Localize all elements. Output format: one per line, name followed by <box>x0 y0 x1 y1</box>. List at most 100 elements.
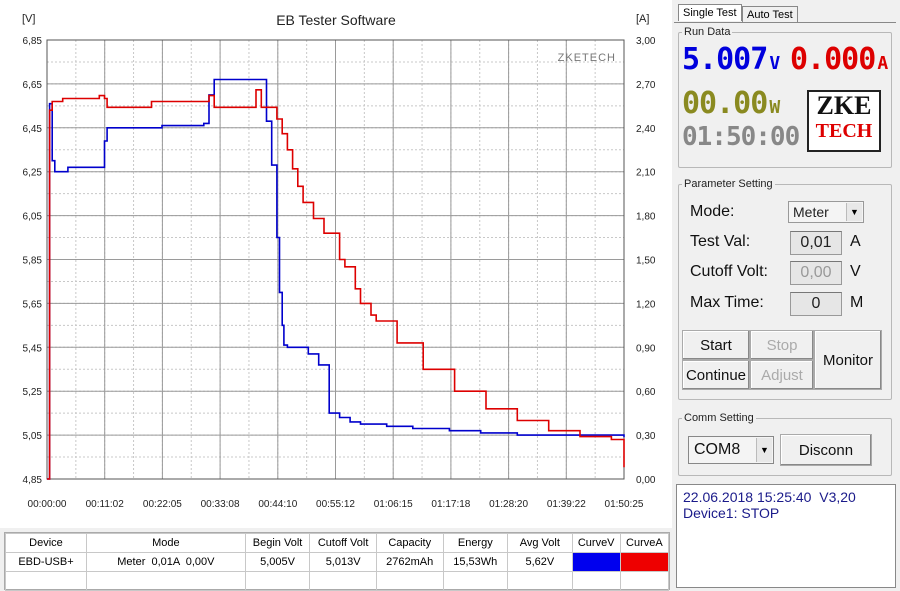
x-tick-label: 01:28:20 <box>489 499 528 510</box>
y-right-tick-label: 0,30 <box>636 431 656 442</box>
plot-frame <box>46 39 625 480</box>
comm-setting-title: Comm Setting <box>682 412 756 424</box>
watermark-text: ZKETECH <box>558 52 616 64</box>
y-right-tick-label: 0,00 <box>636 475 656 486</box>
voltage-value: 5.007 <box>682 42 768 77</box>
logo-bottom-text: TECH <box>815 120 873 142</box>
log-line: 22.06.2018 15:25:40 V3,20 <box>683 489 856 505</box>
time-readout: 01:50:00 <box>682 122 800 152</box>
header-curve-v: CurveV <box>571 533 621 553</box>
zketech-logo: ZKE TECH <box>807 90 881 152</box>
voltage-unit: V <box>769 53 780 74</box>
control-panel: Single Test Auto Test Run Data 5.007 V 0.… <box>672 0 900 591</box>
cell-mode: Meter 0,01A 0,00V <box>85 552 246 572</box>
header-energy: Energy <box>442 533 509 553</box>
x-tick-label: 01:17:18 <box>431 499 470 510</box>
logo-top-text: ZKE <box>816 91 872 120</box>
chevron-down-icon[interactable]: ▼ <box>756 438 772 462</box>
tab-single-test[interactable]: Single Test <box>678 4 742 21</box>
header-mode: Mode <box>85 533 246 553</box>
window-title: EB Tester Software <box>276 12 396 28</box>
comm-setting-group <box>678 418 892 476</box>
monitor-button[interactable]: Monitor <box>814 330 882 390</box>
power-unit: W <box>769 97 780 118</box>
x-tick-label: 00:00:00 <box>28 499 67 510</box>
current-readout: 0.000 A <box>790 42 888 77</box>
y-right-tick-label: 2,70 <box>636 80 656 91</box>
header-device: Device <box>5 533 87 553</box>
y-right-tick-label: 2,10 <box>636 168 656 179</box>
y-left-tick-label: 5,65 <box>23 299 43 310</box>
table-row[interactable]: EBD-USB+ Meter 0,01A 0,00V 5,005V 5,013V… <box>5 552 670 572</box>
y-left-tick-label: 6,25 <box>23 168 43 179</box>
cell-energy: 15,53Wh <box>442 552 509 572</box>
mode-label: Mode: <box>690 203 735 220</box>
y-left-tick-label: 6,85 <box>23 36 43 47</box>
x-tick-label: 01:06:15 <box>374 499 413 510</box>
cutoff-volt-label: Cutoff Volt: <box>690 263 768 280</box>
y-right-tick-label: 1,50 <box>636 256 656 267</box>
y-left-unit: [V] <box>22 13 36 25</box>
max-time-label: Max Time: <box>690 294 764 311</box>
test-val-label: Test Val: <box>690 233 751 250</box>
log-line: Device1: STOP <box>683 505 780 521</box>
cell-avg-volt: 5,62V <box>507 552 573 572</box>
run-data-group <box>678 32 892 168</box>
y-left-tick-label: 6,05 <box>23 212 43 223</box>
y-left-tick-label: 5,45 <box>23 343 43 354</box>
parameter-setting-title: Parameter Setting <box>682 178 775 190</box>
parameter-setting-group <box>678 184 892 400</box>
table-header-row: Device Mode Begin Volt Cutoff Volt Capac… <box>5 533 670 553</box>
y-left-tick-label: 6,65 <box>23 80 43 91</box>
header-begin-volt: Begin Volt <box>244 533 311 553</box>
max-time-input[interactable]: 0 <box>790 292 842 316</box>
x-tick-label: 01:39:22 <box>547 499 586 510</box>
cutoff-volt-input[interactable]: 0,00 <box>790 261 842 285</box>
stop-button[interactable]: Stop <box>750 330 814 360</box>
x-tick-label: 00:22:05 <box>143 499 182 510</box>
chevron-down-icon[interactable]: ▼ <box>846 203 862 221</box>
x-tick-label: 00:55:12 <box>316 499 355 510</box>
mode-select-value: Meter <box>793 204 829 220</box>
cell-cutoff-volt: 5,013V <box>309 552 377 572</box>
adjust-button[interactable]: Adjust <box>750 360 814 390</box>
y-right-tick-label: 2,40 <box>636 124 656 135</box>
current-value: 0.000 <box>790 42 876 77</box>
voltage-readout: 5.007 V <box>682 42 780 77</box>
cell-capacity: 2762mAh <box>375 552 444 572</box>
tab-auto-test[interactable]: Auto Test <box>742 6 798 23</box>
start-button[interactable]: Start <box>682 330 750 360</box>
stats-table-panel: Device Mode Begin Volt Cutoff Volt Capac… <box>4 532 670 591</box>
status-log: 22.06.2018 15:25:40 V3,20 Device1: STOP <box>676 484 896 588</box>
elapsed-time-value: 01:50:00 <box>682 122 800 152</box>
y-left-tick-label: 5,05 <box>23 431 43 442</box>
curve-a-color-swatch[interactable] <box>619 552 670 572</box>
table-row-empty <box>5 571 670 591</box>
power-value: 00.00 <box>682 86 768 121</box>
y-right-tick-label: 0,60 <box>636 387 656 398</box>
y-right-tick-label: 1,80 <box>636 212 656 223</box>
y-left-tick-label: 5,85 <box>23 256 43 267</box>
series-line-curvea <box>47 89 625 480</box>
header-avg-volt: Avg Volt <box>507 533 573 553</box>
x-tick-label: 01:50:25 <box>605 499 644 510</box>
y-right-tick-label: 0,90 <box>636 343 656 354</box>
max-time-unit: M <box>850 294 864 311</box>
x-tick-label: 00:11:02 <box>86 499 125 510</box>
run-data-title: Run Data <box>682 26 733 38</box>
tab-divider <box>674 22 896 23</box>
header-cutoff-volt: Cutoff Volt <box>309 533 377 553</box>
series-line-curvev <box>47 78 625 480</box>
x-tick-label: 00:44:10 <box>258 499 297 510</box>
y-right-tick-label: 3,00 <box>636 36 656 47</box>
continue-button[interactable]: Continue <box>682 360 750 390</box>
x-tick-label: 00:33:08 <box>201 499 240 510</box>
test-val-unit: A <box>850 233 861 250</box>
com-port-select[interactable]: COM8 ▼ <box>688 436 774 464</box>
header-capacity: Capacity <box>375 533 444 553</box>
curve-v-color-swatch[interactable] <box>571 552 621 572</box>
mode-select[interactable]: Meter ▼ <box>788 201 864 223</box>
test-val-input[interactable]: 0,01 <box>790 231 842 255</box>
disconnect-button[interactable]: Disconn <box>780 434 872 466</box>
stats-table: Device Mode Begin Volt Cutoff Volt Capac… <box>5 533 670 591</box>
